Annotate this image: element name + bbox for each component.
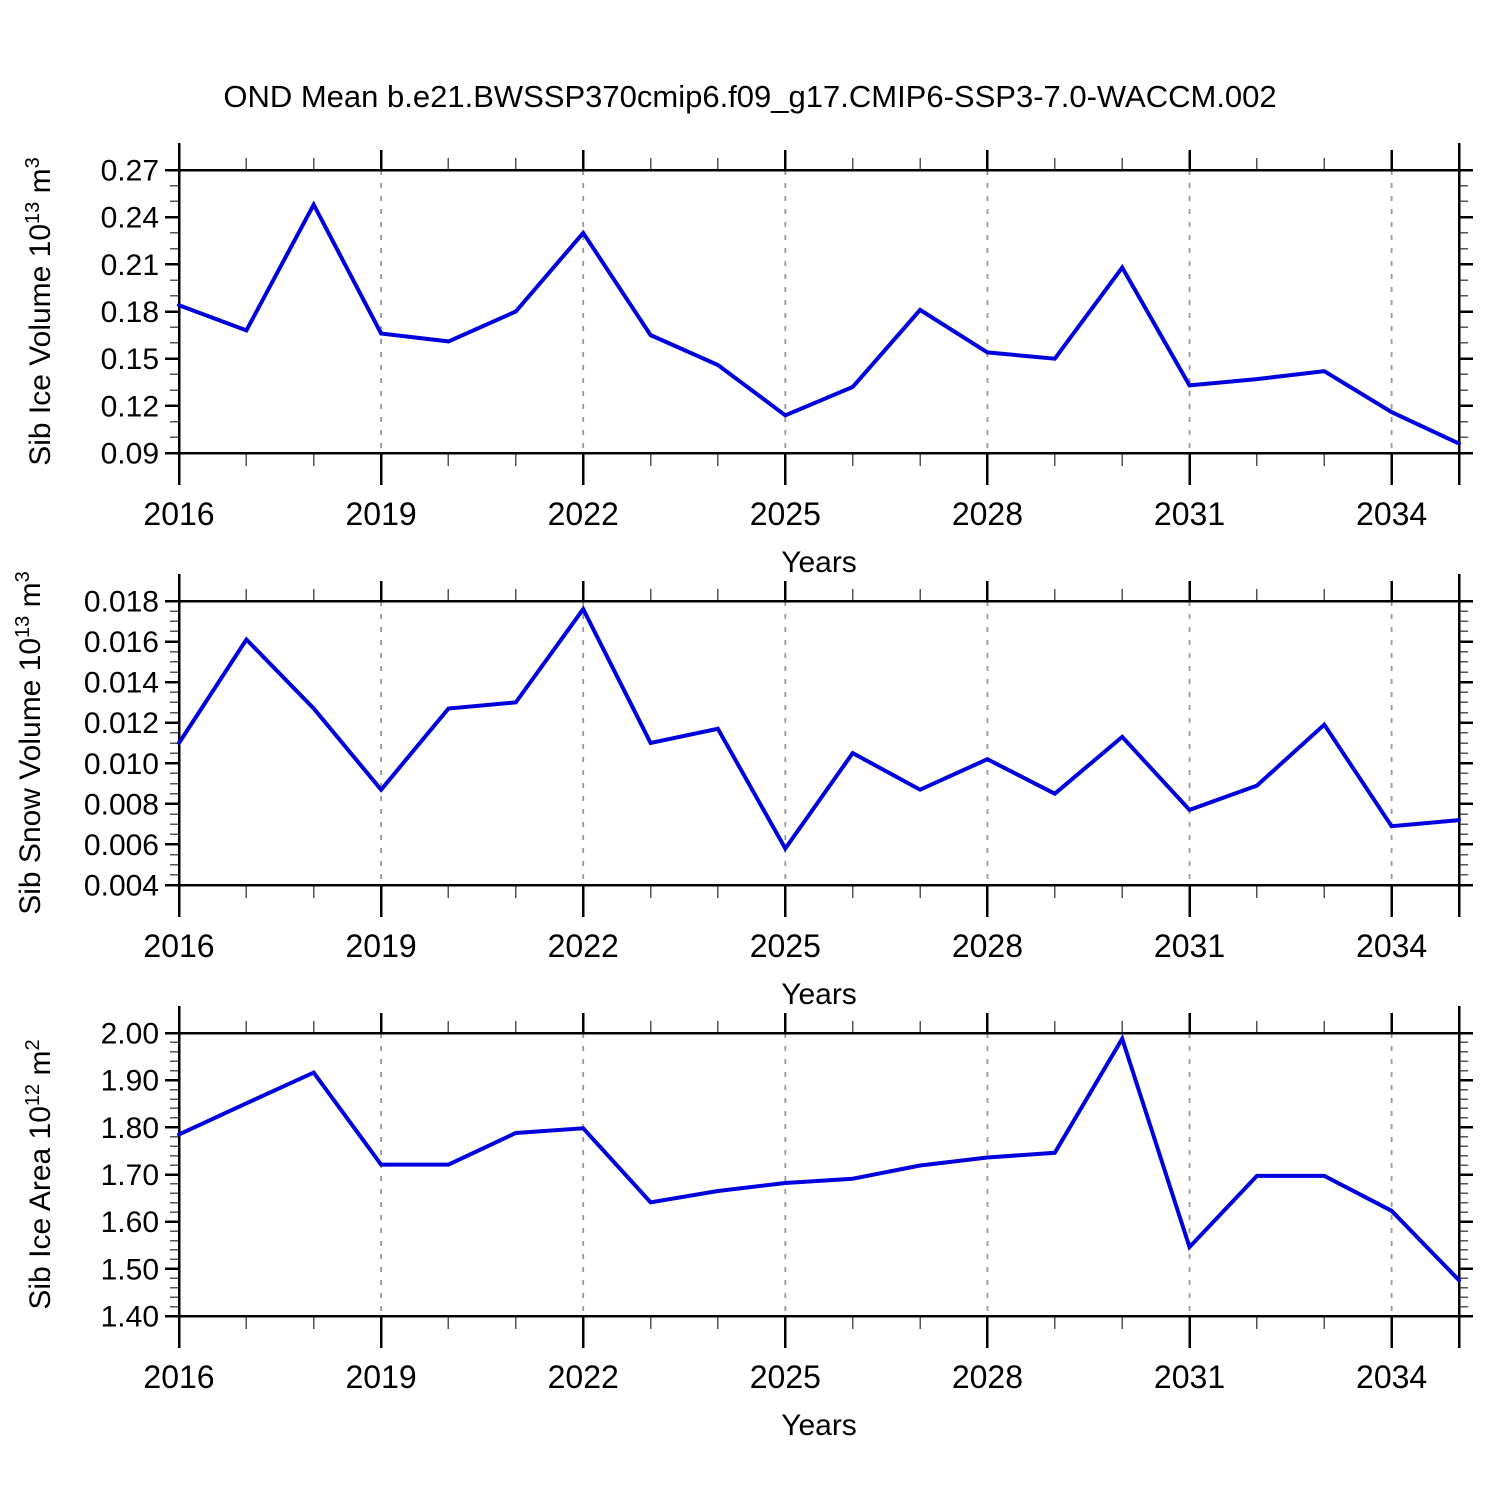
panel-sib-snow-volume: 0.004 0.006 0.008 0.010 0.012 0.014 0.016 0.018…	[12, 571, 1473, 1011]
x-tick-label: 2019	[346, 496, 417, 532]
y-tick-label: 0.21	[101, 249, 159, 282]
panels-group: 0.09 0.12 0.15 0.18 0.21 0.24 0.27 2016 2019 2022…	[12, 143, 1473, 1442]
x-tick-label: 2034	[1356, 928, 1427, 964]
x-tick-label: 2016	[143, 1359, 214, 1395]
x-tick-label: 2022	[548, 1359, 619, 1395]
x-tick-label: 2031	[1154, 928, 1225, 964]
x-tick-label: 2019	[346, 1359, 417, 1395]
x-tick-label: 2025	[750, 496, 821, 532]
y-tick-label: 1.80	[101, 1112, 159, 1145]
x-tick-label: 2025	[750, 928, 821, 964]
y-tick-label: 1.40	[101, 1301, 159, 1334]
y-tick-label: 0.012	[84, 707, 159, 740]
y-tick-label: 0.15	[101, 343, 159, 376]
x-tick-label: 2031	[1154, 496, 1225, 532]
data-line-sib-ice-area	[177, 1033, 1461, 1283]
y-tick-label: 0.018	[84, 586, 159, 619]
y-axis-title: Sib Ice Volume 1013 m3	[22, 157, 57, 466]
y-tick-label: 1.60	[101, 1206, 159, 1239]
x-tick-label: 2034	[1356, 496, 1427, 532]
x-tick-label: 2019	[346, 928, 417, 964]
panel-frame	[177, 1031, 1461, 1318]
x-tick-label: 2016	[143, 496, 214, 532]
y-tick-label: 0.18	[101, 296, 159, 329]
panel-frame	[177, 168, 1461, 455]
y-tick-label: 0.010	[84, 748, 159, 781]
chart-title: OND Mean b.e21.BWSSP370cmip6.f09_g17.CMI…	[223, 79, 1276, 114]
x-tick-label: 2016	[143, 928, 214, 964]
y-tick-label: 0.016	[84, 626, 159, 659]
y-tick-label: 0.24	[101, 202, 159, 235]
y-tick-label: 0.004	[84, 870, 159, 903]
x-axis-title: Years	[781, 546, 857, 579]
data-line-sib-ice-volume	[177, 200, 1461, 446]
x-tick-label: 2028	[952, 496, 1023, 532]
y-tick-label: 0.008	[84, 788, 159, 821]
x-tick-label: 2028	[952, 928, 1023, 964]
panel-sib-ice-volume: 0.09 0.12 0.15 0.18 0.21 0.24 0.27 2016 2019 2022…	[22, 143, 1473, 579]
y-axis-title: Sib Ice Area 1012 m2	[22, 1039, 57, 1309]
panel-sib-ice-area: 1.40 1.50 1.60 1.70 1.80 1.90 2.00 2016 2019 2022…	[22, 1006, 1473, 1442]
x-tick-label: 2022	[548, 496, 619, 532]
y-tick-label: 1.90	[101, 1065, 159, 1098]
y-tick-label: 0.006	[84, 829, 159, 862]
y-tick-label: 0.014	[84, 667, 159, 700]
y-tick-label: 0.09	[101, 438, 159, 471]
x-axis-title: Years	[781, 1409, 857, 1442]
x-tick-label: 2034	[1356, 1359, 1427, 1395]
panel-frame	[177, 599, 1461, 887]
y-axis-title: Sib Snow Volume 1013 m3	[12, 571, 47, 915]
x-axis-title: Years	[781, 978, 857, 1011]
y-tick-label: 1.70	[101, 1159, 159, 1192]
x-tick-label: 2025	[750, 1359, 821, 1395]
y-tick-label: 0.12	[101, 390, 159, 423]
y-tick-label: 2.00	[101, 1018, 159, 1051]
y-tick-label: 0.27	[101, 155, 159, 188]
x-tick-label: 2031	[1154, 1359, 1225, 1395]
x-tick-label: 2028	[952, 1359, 1023, 1395]
x-tick-label: 2022	[548, 928, 619, 964]
y-tick-label: 1.50	[101, 1253, 159, 1286]
data-line-sib-snow-volume	[177, 605, 1461, 853]
